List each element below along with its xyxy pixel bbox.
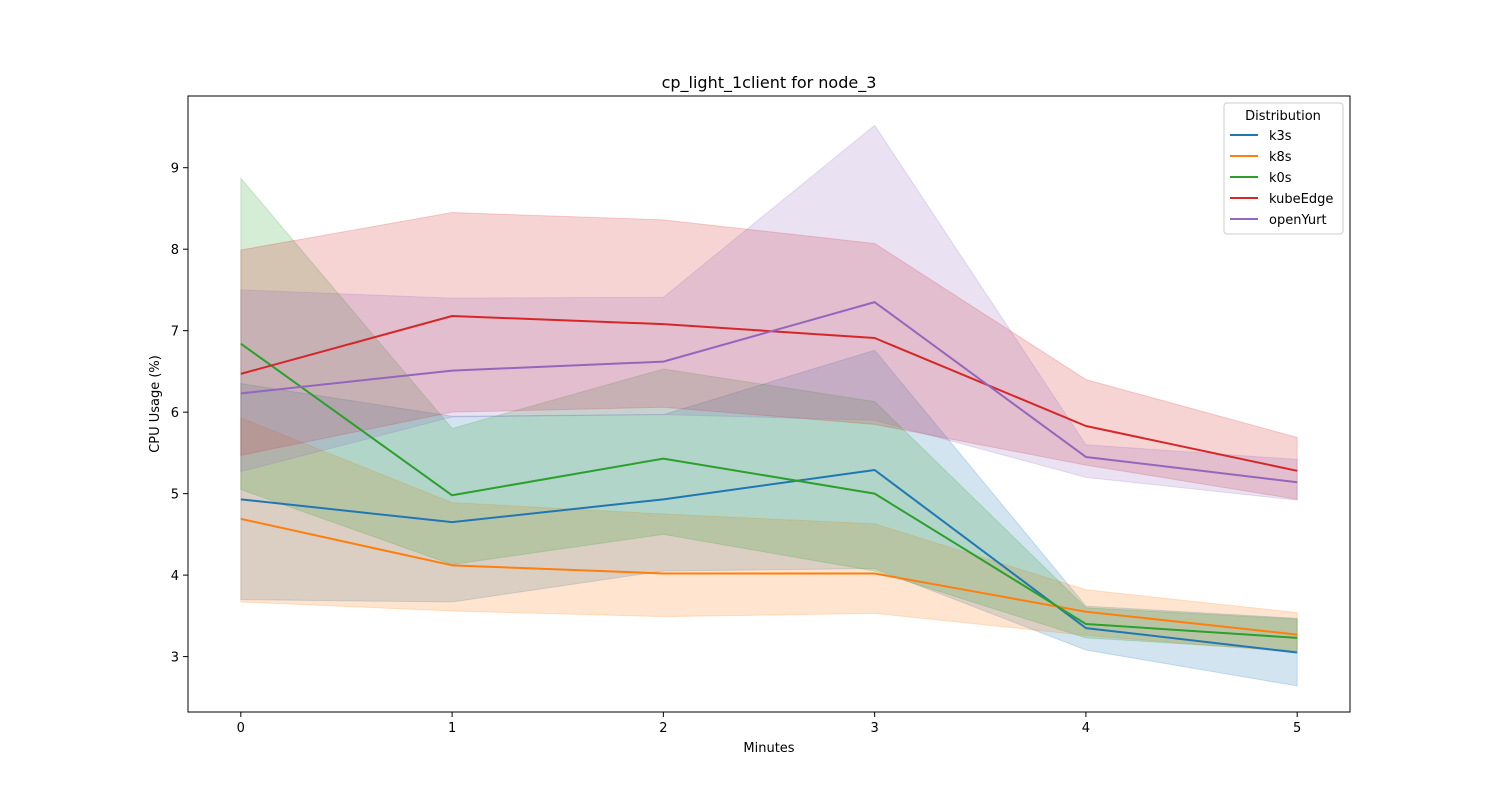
x-tick-label: 5: [1293, 721, 1301, 736]
y-axis-label: CPU Usage (%): [148, 355, 163, 453]
y-tick-label: 5: [171, 488, 179, 503]
chart-title: cp_light_1client for node_3: [662, 73, 877, 93]
legend-label-k0s: k0s: [1269, 171, 1292, 186]
y-tick-label: 8: [171, 243, 179, 258]
line-openyurt: [240, 301, 1298, 484]
legend: Distribution k3s k8s k0s kubeEdge openYurt: [1223, 102, 1344, 235]
plot-frame: [187, 95, 1351, 713]
y-tick-label: 9: [171, 162, 179, 177]
legend-items: k3s k8s k0s kubeEdge openYurt: [1230, 129, 1333, 228]
y-tick-label: 4: [171, 569, 179, 584]
series-lines: [240, 301, 1298, 654]
x-tick-label: 1: [448, 721, 456, 736]
line-k3s: [240, 469, 1298, 654]
line-k0s: [240, 342, 1298, 639]
x-tick-label: 3: [870, 721, 878, 736]
legend-label-openyurt: openYurt: [1269, 213, 1327, 228]
x-tick-label: 4: [1082, 721, 1090, 736]
x-axis-ticks: 0 1 2 3 4 5: [237, 712, 1301, 736]
y-tick-label: 6: [171, 406, 179, 421]
x-axis-label: Minutes: [743, 741, 794, 756]
y-axis-ticks: 3 4 5 6 7 8 9: [171, 162, 188, 666]
legend-title: Distribution: [1245, 109, 1321, 124]
x-tick-label: 0: [237, 721, 245, 736]
x-tick-label: 2: [659, 721, 667, 736]
y-tick-label: 3: [171, 651, 179, 666]
legend-label-k8s: k8s: [1269, 150, 1292, 165]
y-tick-label: 7: [171, 325, 179, 340]
legend-label-kubeedge: kubeEdge: [1269, 192, 1333, 207]
confidence-bands: [240, 124, 1298, 687]
legend-label-k3s: k3s: [1269, 129, 1292, 144]
band-kubeedge: [240, 212, 1298, 500]
band-openyurt: [240, 124, 1298, 501]
line-k8s: [240, 517, 1298, 636]
